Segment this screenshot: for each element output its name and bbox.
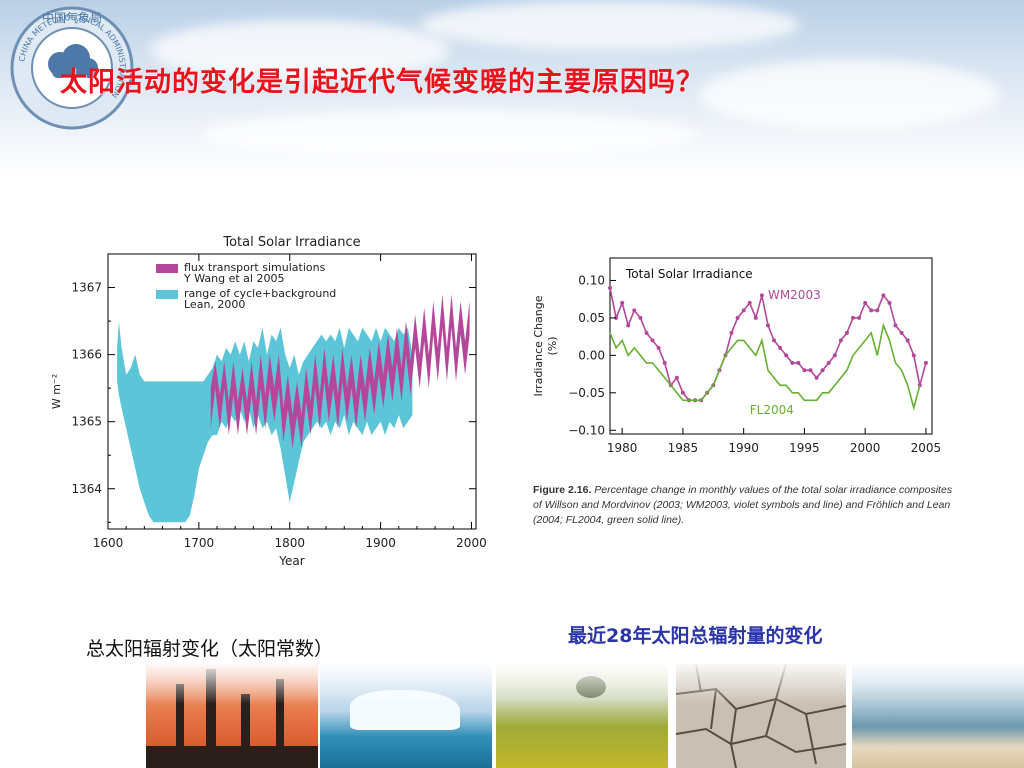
data-point-WM2003 bbox=[899, 330, 904, 335]
legend-label-line2-0: Y Wang et al 2005 bbox=[183, 272, 284, 285]
data-point-WM2003 bbox=[820, 368, 825, 373]
x-tick-label: 1600 bbox=[93, 536, 124, 550]
data-point-WM2003 bbox=[814, 375, 819, 380]
data-point-WM2003 bbox=[802, 368, 807, 373]
data-point-WM2003 bbox=[608, 286, 612, 290]
figure-caption: Figure 2.16. Percentage change in monthl… bbox=[533, 483, 953, 528]
plot-frame bbox=[609, 257, 933, 435]
data-point-WM2003 bbox=[857, 315, 862, 320]
x-tick-label: 2005 bbox=[911, 441, 942, 455]
data-point-WM2003 bbox=[626, 323, 631, 328]
tsi-chart-1979-2005: 1980 1985 1990 1995 2000 2005 0.10 0.05 0.00 −0.0… bbox=[528, 252, 954, 472]
tsi-chart-1600-2000: 1600 1700 1800 1900 2000 1364 1365 1366 1367 Tota… bbox=[48, 226, 500, 574]
x-tick-label: 1800 bbox=[274, 536, 305, 550]
photo-industrial-smokestacks bbox=[146, 664, 318, 768]
y-tick-label: 0.10 bbox=[578, 273, 605, 287]
data-point-WM2003 bbox=[863, 300, 868, 305]
plot-frame bbox=[107, 253, 477, 530]
series-line-FL2004 bbox=[609, 322, 921, 411]
data-point-WM2003 bbox=[844, 330, 849, 335]
series-label-wm2003: WM2003 bbox=[768, 288, 821, 302]
y-axis-label: W m⁻² bbox=[50, 374, 63, 409]
legend-swatch-0 bbox=[156, 264, 178, 273]
x-tick-label: 2000 bbox=[456, 536, 487, 550]
series-band-1 bbox=[210, 294, 470, 449]
data-point-WM2003 bbox=[881, 293, 886, 298]
y-tick-label: 1366 bbox=[71, 348, 102, 362]
x-tick-label: 2000 bbox=[850, 441, 881, 455]
legend-label-line2-1: Lean, 2000 bbox=[184, 298, 245, 311]
y-axis-label: Irradiance Change bbox=[532, 295, 545, 396]
data-point-WM2003 bbox=[893, 323, 898, 328]
data-point-WM2003 bbox=[875, 308, 880, 313]
data-point-WM2003 bbox=[614, 315, 619, 320]
data-point-WM2003 bbox=[911, 353, 916, 358]
logo-text: 中国气象局 bbox=[42, 10, 102, 25]
y-tick-label: −0.10 bbox=[568, 423, 605, 437]
data-point-WM2003 bbox=[869, 308, 874, 313]
data-point-WM2003 bbox=[747, 300, 752, 305]
data-point-WM2003 bbox=[905, 338, 910, 343]
figure-caption-label: Figure 2.16. bbox=[533, 484, 592, 496]
data-point-WM2003 bbox=[680, 390, 685, 395]
data-point-WM2003 bbox=[656, 345, 661, 350]
data-point-WM2003 bbox=[729, 330, 734, 335]
data-point-WM2003 bbox=[784, 353, 789, 358]
data-point-WM2003 bbox=[796, 360, 801, 365]
y-tick-label: −0.05 bbox=[568, 386, 605, 400]
data-point-WM2003 bbox=[753, 315, 758, 320]
series-line-WM2003 bbox=[609, 287, 927, 402]
x-axis-label: Year bbox=[278, 554, 304, 568]
photo-iceberg bbox=[320, 664, 492, 768]
y-tick-label: 0.00 bbox=[578, 348, 605, 362]
data-point-WM2003 bbox=[772, 338, 776, 343]
photo-rapeseed-field bbox=[496, 664, 668, 768]
y-tick-label: 1364 bbox=[71, 482, 102, 496]
x-tick-label: 1985 bbox=[668, 441, 699, 455]
legend-label-1: range of cycle+background bbox=[184, 287, 336, 300]
data-point-WM2003 bbox=[887, 300, 892, 305]
data-point-WM2003 bbox=[808, 368, 813, 373]
data-point-WM2003 bbox=[826, 360, 831, 365]
x-tick-label: 1980 bbox=[607, 441, 638, 455]
data-point-WM2003 bbox=[638, 315, 643, 320]
data-point-WM2003 bbox=[766, 323, 770, 328]
y-tick-label: 1367 bbox=[71, 281, 102, 295]
data-point-WM2003 bbox=[632, 308, 637, 313]
x-tick-label: 1995 bbox=[789, 441, 820, 455]
data-point-WM2003 bbox=[851, 315, 855, 320]
data-point-WM2003 bbox=[778, 345, 783, 350]
data-point-WM2003 bbox=[790, 360, 795, 365]
x-tick-label: 1990 bbox=[728, 441, 759, 455]
x-tick-label: 1900 bbox=[365, 536, 396, 550]
data-point-WM2003 bbox=[674, 375, 679, 380]
data-point-WM2003 bbox=[650, 338, 655, 343]
data-point-WM2003 bbox=[923, 360, 928, 365]
caption-right: 最近28年太阳总辐射量的变化 bbox=[568, 625, 823, 647]
y-tick-label: 0.05 bbox=[578, 311, 605, 325]
y-tick-label: 1365 bbox=[71, 415, 102, 429]
series-label-fl2004: FL2004 bbox=[750, 403, 794, 417]
caption-left: 总太阳辐射变化（太阳常数） bbox=[86, 638, 334, 660]
data-point-WM2003 bbox=[662, 360, 667, 365]
data-point-WM2003 bbox=[644, 330, 649, 335]
legend-label-0: flux transport simulations bbox=[184, 261, 326, 274]
slide-title: 太阳活动的变化是引起近代气候变暖的主要原因吗？ bbox=[60, 67, 704, 98]
data-point-WM2003 bbox=[741, 308, 746, 313]
data-point-WM2003 bbox=[838, 338, 843, 343]
data-point-WM2003 bbox=[735, 315, 740, 320]
chart-title: Total Solar Irradiance bbox=[625, 267, 753, 281]
data-point-WM2003 bbox=[759, 293, 764, 298]
chart-title: Total Solar Irradiance bbox=[222, 235, 360, 250]
photo-ocean-shore bbox=[852, 664, 1024, 768]
cma-logo: CHINA METEOROLOGICAL ADMINISTRATION 中国气象… bbox=[10, 6, 134, 130]
y-axis-label-unit: (%) bbox=[546, 336, 559, 355]
photo-cracked-earth bbox=[676, 664, 846, 768]
data-point-WM2003 bbox=[620, 300, 625, 305]
sky-background bbox=[0, 0, 1024, 180]
data-point-WM2003 bbox=[832, 353, 837, 358]
x-tick-label: 1700 bbox=[184, 536, 215, 550]
legend-swatch-1 bbox=[156, 290, 178, 299]
figure-caption-text: Percentage change in monthly values of t… bbox=[533, 484, 953, 526]
